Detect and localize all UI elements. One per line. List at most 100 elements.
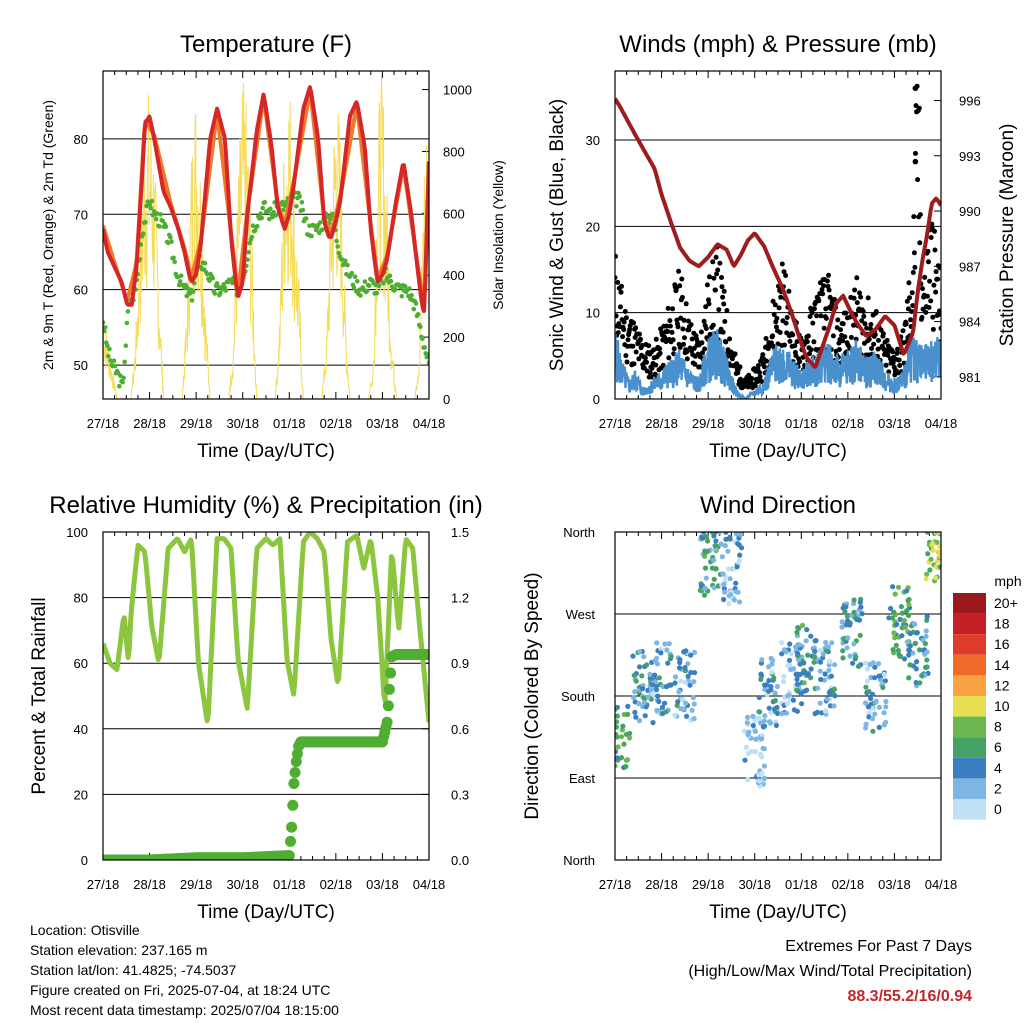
direction-point bbox=[642, 713, 648, 719]
direction-point bbox=[672, 712, 678, 718]
x-axis-label: Time (Day/UTC) bbox=[709, 902, 847, 923]
direction-point bbox=[847, 622, 853, 628]
direction-point bbox=[904, 639, 911, 645]
sonic-wind-series bbox=[615, 329, 941, 399]
gust-point bbox=[615, 330, 621, 336]
dewpoint-point bbox=[105, 343, 110, 348]
gust-point bbox=[910, 270, 916, 275]
direction-point bbox=[737, 599, 743, 605]
direction-point bbox=[936, 549, 941, 555]
dewpoint-point bbox=[212, 291, 218, 296]
gust-point bbox=[830, 333, 836, 339]
dewpoint-point bbox=[171, 255, 176, 261]
gust-point bbox=[734, 361, 740, 367]
direction-point bbox=[808, 666, 814, 672]
direction-point bbox=[633, 714, 639, 720]
x-tick-label: 28/18 bbox=[133, 877, 166, 892]
direction-point bbox=[681, 706, 688, 712]
direction-point bbox=[713, 566, 719, 572]
gust-point bbox=[895, 346, 900, 352]
x-tick-label: 01/18 bbox=[273, 416, 306, 431]
direction-point bbox=[676, 665, 683, 671]
direction-point bbox=[911, 621, 917, 627]
dewpoint-point bbox=[148, 205, 154, 211]
dewpoint-point bbox=[122, 359, 127, 365]
direction-point bbox=[853, 654, 859, 660]
gust-point bbox=[637, 331, 642, 337]
gust-point bbox=[932, 247, 938, 253]
gust-point bbox=[858, 294, 864, 300]
dewpoint-point bbox=[123, 343, 129, 349]
direction-point bbox=[758, 671, 764, 677]
legend-label: 16 bbox=[994, 636, 1010, 652]
gust-point bbox=[721, 288, 727, 294]
x-tick-label: 01/18 bbox=[785, 877, 818, 892]
direction-point bbox=[890, 647, 896, 653]
direction-point bbox=[744, 720, 750, 726]
direction-point bbox=[781, 679, 787, 685]
direction-point bbox=[864, 666, 871, 672]
direction-point bbox=[722, 589, 728, 595]
gust-point bbox=[638, 336, 643, 342]
direction-point bbox=[656, 675, 662, 681]
gust-point bbox=[805, 333, 811, 339]
temp-2m-series bbox=[103, 85, 429, 314]
gust-point bbox=[665, 305, 671, 311]
direction-point bbox=[727, 536, 733, 542]
direction-point bbox=[687, 682, 693, 688]
direction-point bbox=[794, 687, 800, 693]
direction-point bbox=[733, 589, 739, 595]
extremes-values: 88.3/55.2/16/0.94 bbox=[847, 988, 972, 1005]
y-axis-label: Percent & Total Rainfall bbox=[29, 597, 50, 794]
y-tick-label: 0 bbox=[593, 392, 600, 407]
direction-point bbox=[692, 649, 698, 656]
direction-point bbox=[647, 671, 653, 678]
gust-point bbox=[723, 339, 729, 345]
direction-point bbox=[817, 668, 823, 674]
direction-point bbox=[787, 662, 793, 668]
y-right-tick-label: 800 bbox=[443, 144, 465, 159]
dewpoint-point bbox=[218, 290, 223, 296]
dewpoint-point bbox=[254, 223, 260, 229]
precip-point bbox=[288, 778, 300, 789]
direction-point bbox=[901, 656, 908, 662]
dewpoint-point bbox=[246, 249, 251, 255]
direction-point bbox=[873, 699, 879, 705]
gust-point bbox=[894, 350, 900, 356]
gust-point bbox=[636, 356, 642, 362]
gust-point bbox=[764, 358, 770, 364]
direction-point bbox=[906, 652, 912, 658]
gust-point bbox=[719, 275, 724, 280]
direction-point bbox=[843, 604, 849, 610]
direction-point bbox=[813, 638, 819, 644]
direction-point bbox=[689, 707, 695, 713]
gust-point bbox=[931, 282, 937, 288]
gust-point bbox=[625, 337, 631, 343]
direction-point bbox=[720, 571, 726, 577]
direction-point bbox=[864, 678, 871, 684]
direction-point bbox=[705, 538, 711, 544]
gust-point bbox=[713, 287, 718, 293]
direction-point bbox=[636, 701, 642, 707]
gust-point bbox=[666, 355, 672, 361]
gust-point bbox=[713, 254, 719, 260]
direction-point bbox=[808, 633, 814, 639]
gust-point bbox=[759, 378, 765, 384]
y-right-axis-label: Station Pressure (Maroon) bbox=[997, 124, 1018, 347]
direction-point bbox=[664, 647, 670, 653]
gust-point bbox=[896, 357, 902, 363]
dewpoint-point bbox=[260, 205, 266, 211]
direction-point bbox=[859, 611, 865, 617]
gust-point bbox=[615, 313, 619, 319]
dewpoint-point bbox=[190, 289, 196, 294]
dewpoint-point bbox=[176, 282, 182, 288]
direction-point bbox=[902, 624, 908, 631]
direction-point bbox=[772, 706, 778, 712]
dewpoint-point bbox=[259, 215, 265, 221]
gust-point bbox=[618, 289, 624, 295]
direction-point bbox=[758, 751, 764, 757]
gust-point bbox=[706, 301, 712, 307]
direction-point bbox=[721, 581, 727, 588]
gust-point bbox=[677, 345, 683, 350]
direction-point bbox=[772, 698, 779, 704]
